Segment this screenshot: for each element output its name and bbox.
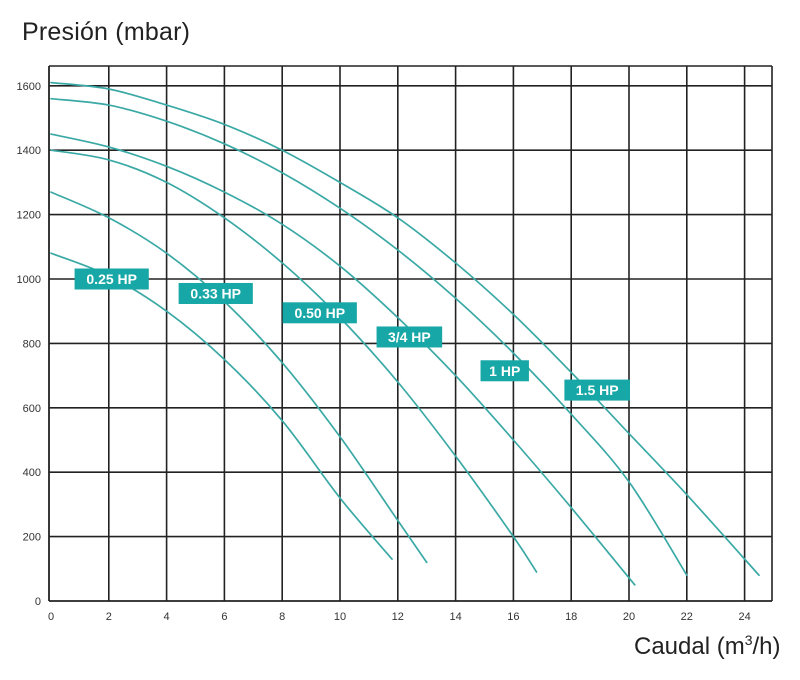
y-tick-label: 1200 xyxy=(17,210,41,222)
x-axis-title: Caudal (m3/h) xyxy=(634,632,781,661)
y-tick-label: 1400 xyxy=(17,145,41,157)
grid xyxy=(49,65,773,601)
y-tick-label: 1600 xyxy=(17,81,41,93)
curves xyxy=(50,81,760,586)
x-tick-label: 24 xyxy=(738,611,750,623)
curve-label: 1 HP xyxy=(489,363,520,379)
x-tick-label: 16 xyxy=(507,611,519,623)
curve-label: 0.25 HP xyxy=(86,271,137,287)
x-tick-label: 18 xyxy=(565,611,577,623)
x-tick-label: 14 xyxy=(449,611,461,623)
y-tick-label: 800 xyxy=(23,338,41,350)
curve-label: 3/4 HP xyxy=(388,329,431,345)
x-tick-label: 12 xyxy=(392,611,404,623)
y-axis-title: Presión (mbar) xyxy=(22,18,191,46)
curve-label-box xyxy=(564,379,631,401)
curve-line xyxy=(50,97,688,577)
curve-label-box xyxy=(376,326,443,348)
x-axis-title-suffix: /h) xyxy=(752,633,781,660)
x-tick-label: 8 xyxy=(279,611,285,623)
x-tick-label: 0 xyxy=(48,611,54,623)
curve-label-box xyxy=(74,268,149,290)
tick-labels: 0 2 4 6 8 10 12 14 16 18 20 22 240200400600800100012… xyxy=(17,81,751,623)
x-tick-label: 10 xyxy=(334,611,346,623)
y-tick-label: 1000 xyxy=(17,274,41,286)
curve-label: 0.50 HP xyxy=(294,305,345,321)
curve-line xyxy=(50,133,636,586)
y-tick-label: 400 xyxy=(23,467,41,479)
x-tick-label: 2 xyxy=(106,611,112,623)
curve-label-box xyxy=(178,282,253,304)
y-tick-label: 200 xyxy=(23,532,41,544)
x-axis-title-superscript: 3 xyxy=(744,632,753,648)
x-axis-title-prefix: Caudal (m xyxy=(634,633,745,660)
curve-line xyxy=(50,81,760,577)
curve-labels: 0.25 HP 0.33 HP 0.50 HP 3/4 HP 1 HP 1.5 HP xyxy=(74,268,631,401)
x-tick-label: 22 xyxy=(681,611,693,623)
y-tick-label: 0 xyxy=(35,596,41,608)
curve-line xyxy=(50,191,428,564)
x-tick-label: 4 xyxy=(164,611,170,623)
x-tick-label: 6 xyxy=(221,611,227,623)
axes xyxy=(48,66,772,602)
y-tick-label: 600 xyxy=(23,403,41,415)
curve-line xyxy=(50,149,538,573)
curve-label: 1.5 HP xyxy=(576,382,619,398)
curve-label-box xyxy=(282,302,357,324)
curve-label-box xyxy=(480,360,529,382)
x-tick-label: 20 xyxy=(623,611,635,623)
curve-label: 0.33 HP xyxy=(190,285,241,301)
